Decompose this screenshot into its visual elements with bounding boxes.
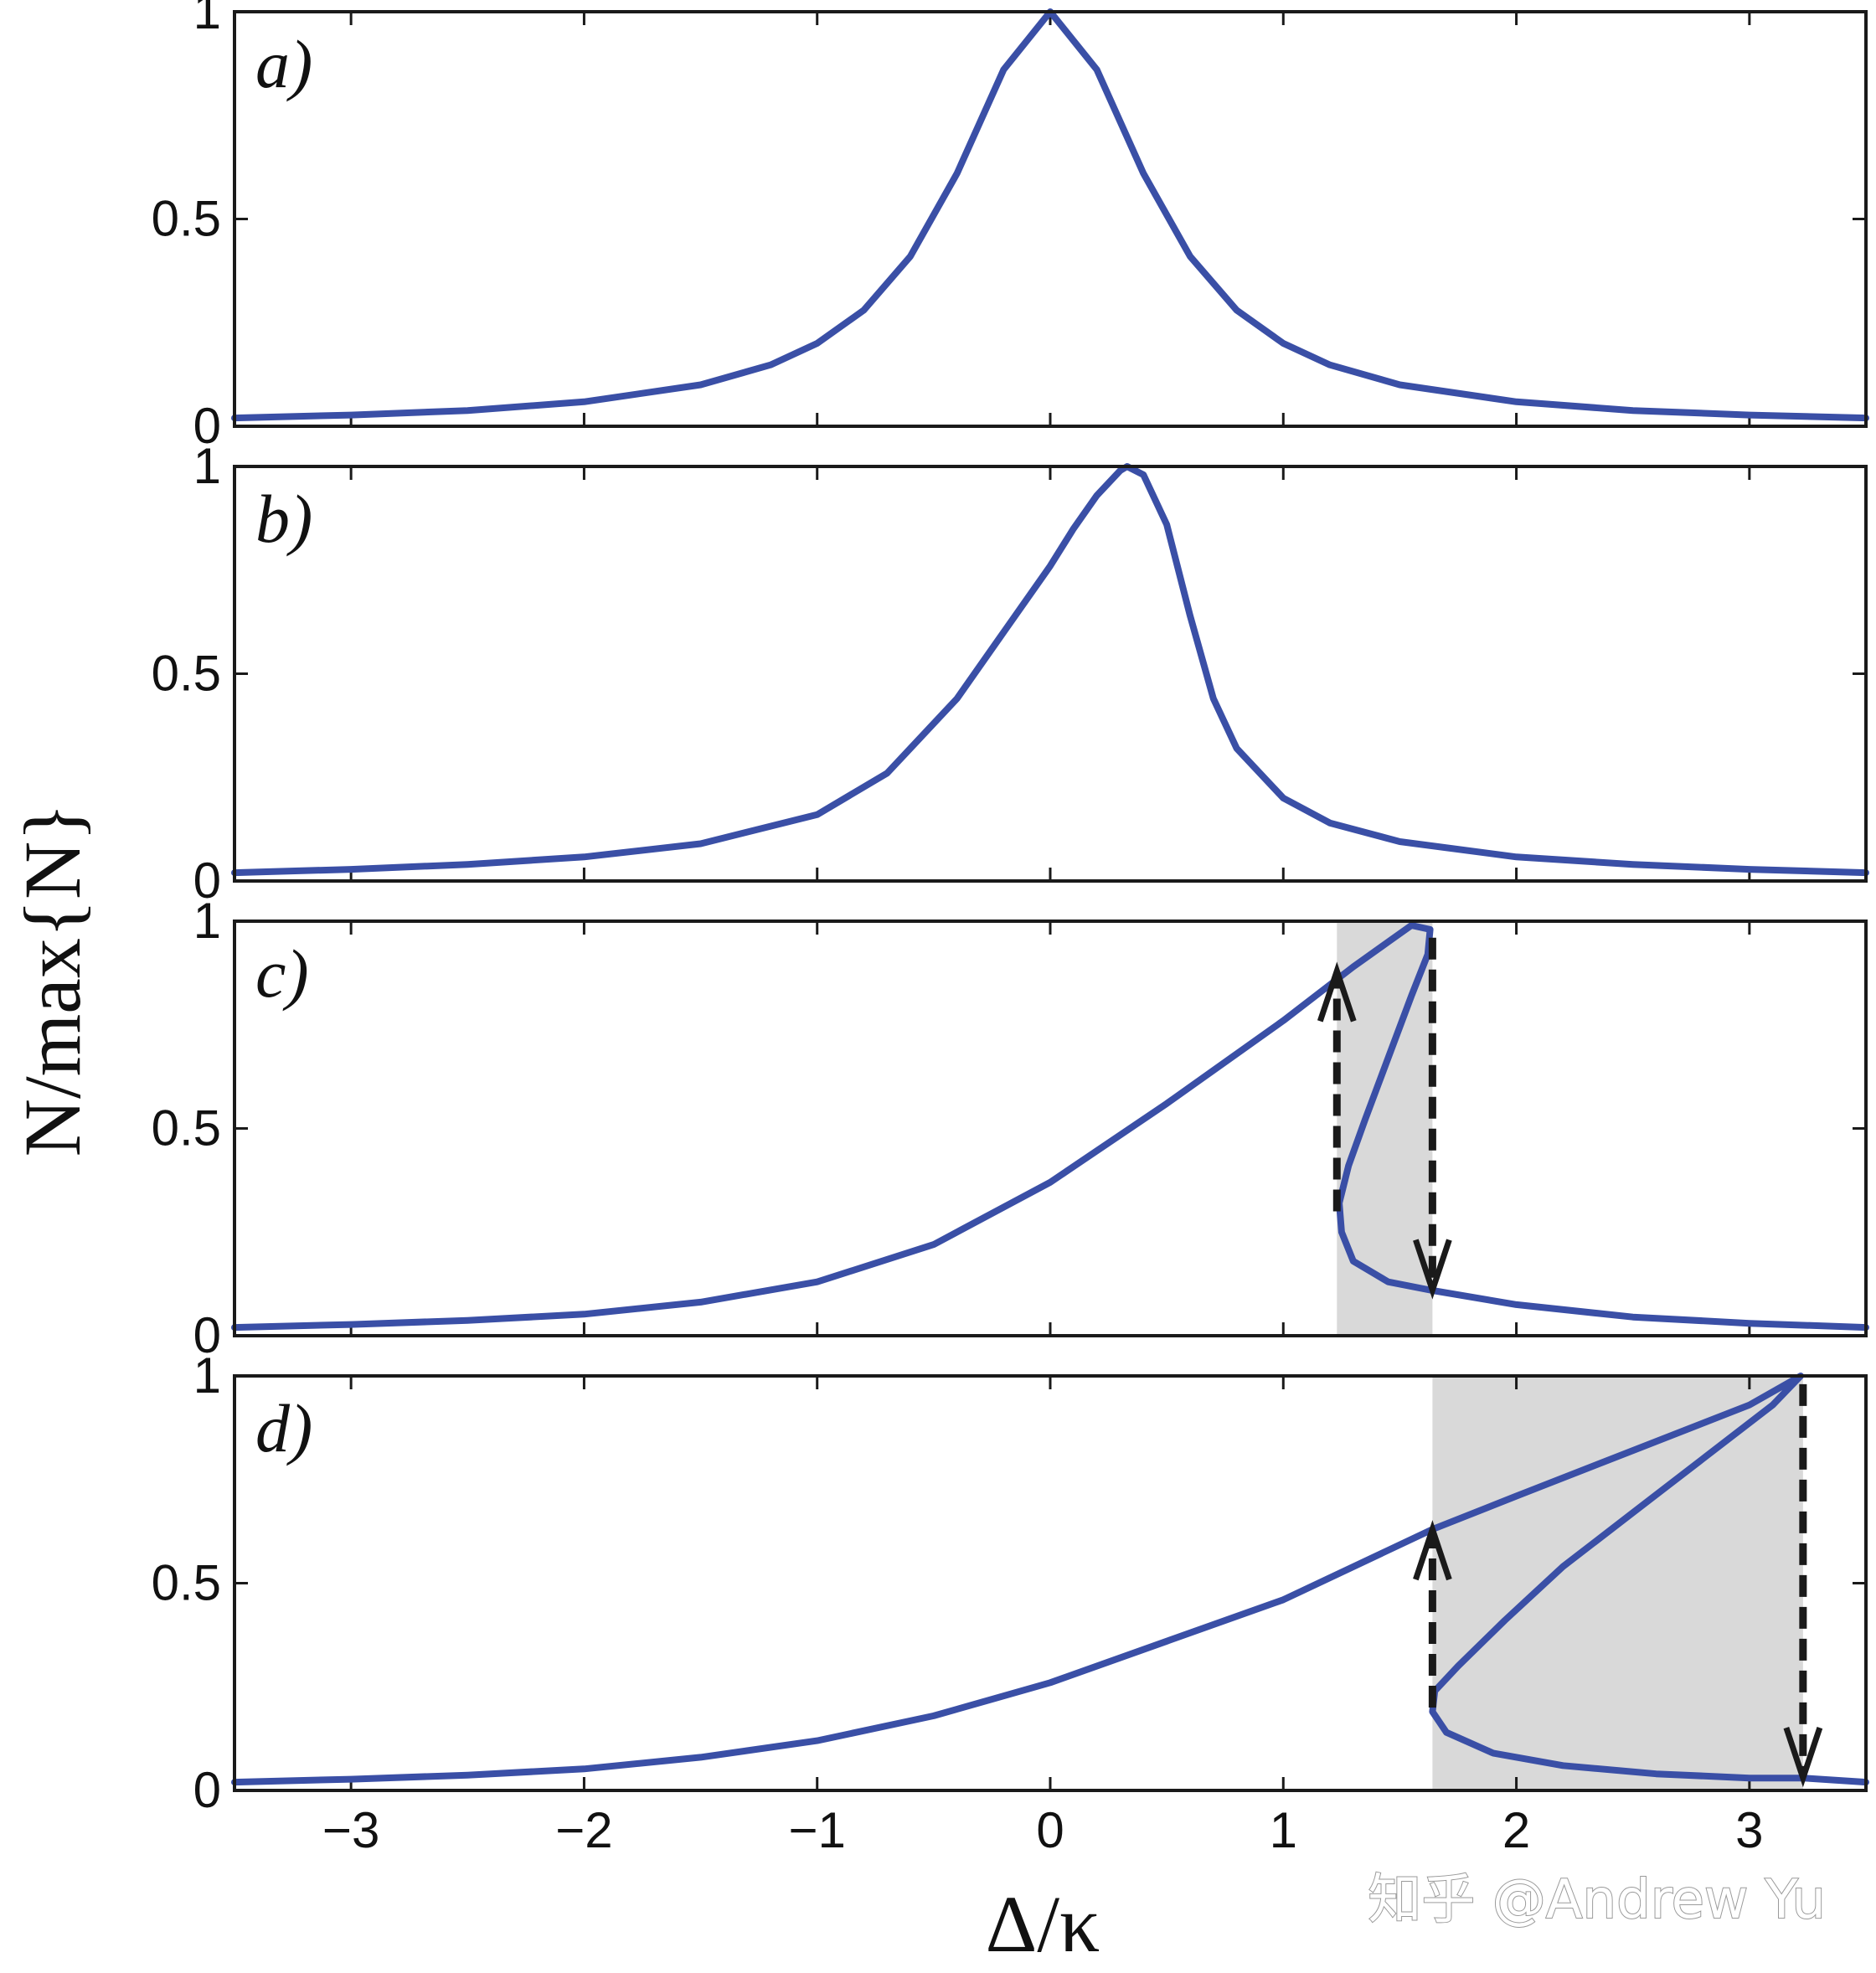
hysteresis-arrow-up xyxy=(1317,961,1357,1212)
y-tick-label: 0.5 xyxy=(152,1555,221,1611)
response-curve xyxy=(231,463,1869,877)
arrow-head xyxy=(1317,961,1357,1023)
plot-frame xyxy=(233,920,1868,1337)
hysteresis-arrow-down xyxy=(1783,1383,1823,1788)
y-tick-label: 1 xyxy=(193,893,221,949)
plot-frame xyxy=(233,1374,1868,1792)
y-tick-label: 0 xyxy=(193,853,221,909)
arrow-head xyxy=(1783,1727,1823,1788)
plot-frame xyxy=(233,465,1868,883)
arrow-head xyxy=(1413,1520,1452,1581)
panel-label: d) xyxy=(255,1390,312,1466)
panel-c: 0 0.5 1 c) xyxy=(152,893,1869,1363)
x-tick-label: 3 xyxy=(1735,1802,1763,1858)
x-tick-label: −2 xyxy=(555,1802,612,1858)
bistable-region xyxy=(1432,1376,1803,1790)
plot-frame xyxy=(233,10,1868,428)
hysteresis-arrow-down xyxy=(1413,937,1452,1300)
panel-d: 0 0.5 1 d) −3 −2 −1 0 1 2 3 xyxy=(152,1347,1869,1858)
panels-group: 00.51a)00.51b)00.51c)00.51d)−3 −2 −1 0 1 2 3 xyxy=(152,0,1869,1858)
y-tick-label: 0.5 xyxy=(152,191,221,247)
response-curve xyxy=(231,1373,1869,1786)
response-curve xyxy=(231,8,1869,422)
x-tick-label: 1 xyxy=(1270,1802,1297,1858)
y-tick-label: 0.5 xyxy=(152,646,221,702)
hysteresis-arrow-up xyxy=(1413,1520,1452,1708)
x-tick-label: −1 xyxy=(789,1802,846,1858)
x-tick-label: −3 xyxy=(322,1802,379,1858)
panel-label: c) xyxy=(255,935,309,1012)
panel-label: a) xyxy=(255,26,312,102)
x-tick-label: 2 xyxy=(1502,1802,1530,1858)
y-tick-label: 1 xyxy=(193,0,221,39)
y-tick-label: 0 xyxy=(193,1307,221,1363)
watermark: 知乎 @Andrew Yu xyxy=(1368,1869,1826,1931)
arrow-head xyxy=(1413,1239,1452,1300)
y-tick-label: 1 xyxy=(193,1347,221,1404)
y-tick-label: 0.5 xyxy=(152,1100,221,1156)
response-curve xyxy=(231,922,1869,1332)
y-tick-label: 1 xyxy=(193,438,221,494)
panel-label: b) xyxy=(255,481,312,557)
y-axis-label: N/max{N} xyxy=(8,803,97,1157)
y-tick-label: 0 xyxy=(193,1762,221,1818)
panel-b: 0 0.5 1 b) xyxy=(152,438,1869,909)
x-axis-label: Δ/κ xyxy=(986,1879,1100,1969)
panel-a: 0 0.5 1 a) xyxy=(152,0,1869,454)
x-tick-label: 0 xyxy=(1036,1802,1064,1858)
y-tick-label: 0 xyxy=(193,398,221,454)
